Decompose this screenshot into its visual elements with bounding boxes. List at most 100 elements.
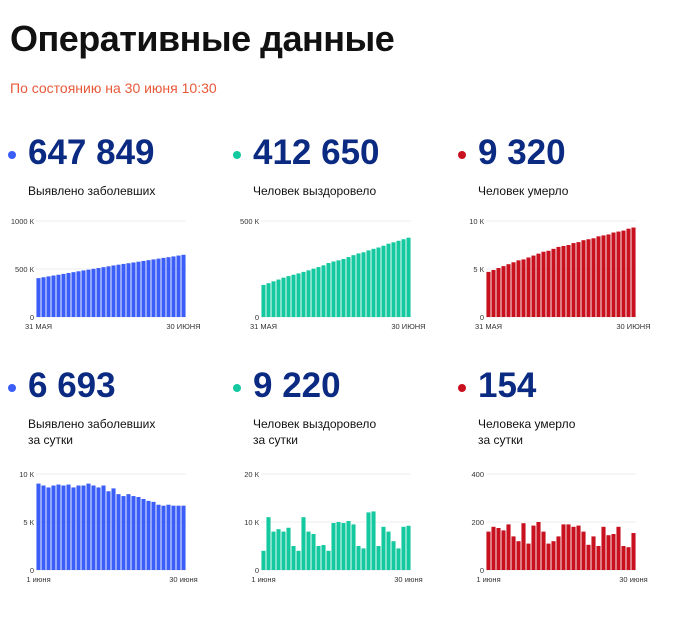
series-dot-icon [233, 151, 241, 159]
bar [166, 504, 171, 570]
bar [401, 239, 406, 317]
bar [626, 228, 631, 317]
bar [401, 526, 406, 570]
bar [316, 546, 321, 570]
bar [491, 269, 496, 317]
y-tick-label: 1000 К [11, 217, 35, 226]
series-dot-icon [8, 384, 16, 392]
x-tick-label: 1 июня [251, 575, 275, 584]
bar [131, 496, 136, 570]
bar [126, 263, 131, 317]
stat-value: 154 [478, 366, 537, 405]
bar [376, 546, 381, 570]
bar [571, 243, 576, 317]
bar [371, 511, 376, 570]
bar [71, 272, 76, 317]
bar [61, 485, 66, 570]
bar [406, 525, 411, 570]
stat-label-line: за сутки [253, 433, 298, 447]
stat-label: Человек выздоровело [253, 183, 376, 199]
bar [36, 483, 41, 570]
bar [116, 264, 121, 317]
bar [336, 522, 341, 570]
bar [496, 528, 501, 570]
bar-chart: 400 200 01 июня 30 июня [471, 470, 647, 584]
bar [561, 524, 566, 570]
y-tick-label: 0 [480, 313, 484, 322]
bar [271, 281, 276, 317]
bar [106, 491, 111, 570]
bar [606, 535, 611, 570]
bar [121, 496, 126, 570]
bar-chart: 1000 К 500 К 031 МАЯ 30 ИЮНЯ [11, 217, 201, 331]
series-dot-icon [458, 151, 466, 159]
bar [621, 230, 626, 317]
bar [126, 494, 131, 570]
bar [581, 531, 586, 570]
bar [326, 263, 331, 317]
bar [621, 546, 626, 570]
bar [356, 253, 361, 317]
bar [631, 227, 636, 317]
bar [611, 232, 616, 317]
bar [321, 545, 326, 570]
bar [96, 268, 101, 317]
bar [591, 238, 596, 317]
y-tick-label: 5 К [23, 518, 34, 527]
bar [611, 534, 616, 570]
bar [266, 283, 271, 317]
y-tick-label: 0 [255, 566, 259, 575]
bar [296, 273, 301, 317]
bar [381, 245, 386, 317]
x-tick-label: 31 МАЯ [475, 322, 502, 331]
bar [41, 277, 46, 317]
bar [511, 262, 516, 317]
bar [356, 546, 361, 570]
y-tick-label: 10 К [19, 470, 34, 479]
bar [346, 257, 351, 317]
bar [496, 268, 501, 317]
x-tick-label: 31 МАЯ [250, 322, 277, 331]
bar [491, 526, 496, 570]
bar [291, 546, 296, 570]
bar [106, 266, 111, 317]
bar [361, 548, 366, 570]
bar [146, 500, 151, 570]
bar [91, 268, 96, 317]
bar [391, 541, 396, 570]
bar [76, 271, 81, 317]
bar [531, 525, 536, 570]
bar [596, 546, 601, 570]
bar [271, 531, 276, 570]
bar [511, 536, 516, 570]
stat-value: 9 320 [478, 133, 566, 172]
stat-label: Человек выздоровело за сутки [253, 416, 376, 448]
bar [281, 277, 286, 317]
x-tick-label: 30 июня [394, 575, 422, 584]
bar [396, 548, 401, 570]
bar [366, 512, 371, 570]
bar [351, 255, 356, 317]
stat-label: Человека умерло за сутки [478, 416, 575, 448]
bar [136, 261, 141, 317]
bar [81, 485, 86, 570]
bar [306, 270, 311, 317]
bar [46, 276, 51, 317]
bar [406, 237, 411, 317]
bar [111, 488, 116, 570]
bar [501, 266, 506, 317]
bar [556, 536, 561, 570]
series-dot-icon [8, 151, 16, 159]
stat-label-line: Человек выздоровело [253, 417, 377, 431]
bar [361, 252, 366, 317]
y-tick-label: 5 К [473, 265, 484, 274]
y-tick-label: 400 [471, 470, 484, 479]
bar [61, 273, 66, 317]
bar [46, 487, 51, 570]
bar [261, 284, 266, 317]
y-tick-label: 500 К [15, 265, 35, 274]
bar [331, 522, 336, 570]
bar [391, 242, 396, 317]
bar [571, 526, 576, 570]
bar [81, 270, 86, 317]
